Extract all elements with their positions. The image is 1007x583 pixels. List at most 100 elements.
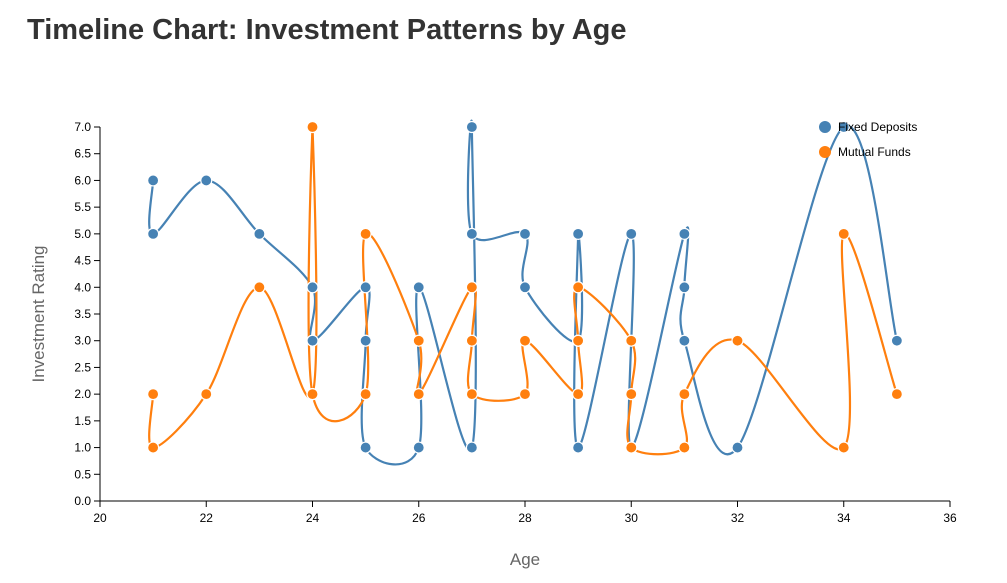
y-tick-label: 5.0 — [74, 227, 91, 241]
data-point[interactable] — [147, 388, 160, 401]
legend-swatch — [819, 121, 831, 133]
x-axis: 20 22 24 26 28 30 32 34 36 — [93, 500, 957, 525]
data-point[interactable] — [306, 334, 319, 347]
x-tick-label: 28 — [518, 511, 532, 525]
x-tick: 36 — [943, 501, 957, 525]
x-tick: 28 — [518, 501, 532, 525]
data-point[interactable] — [465, 227, 478, 240]
x-tick-label: 34 — [837, 511, 851, 525]
data-point[interactable] — [253, 227, 266, 240]
legend-item: Fixed Deposits — [819, 120, 917, 134]
data-point[interactable] — [359, 388, 372, 401]
chart-title: Timeline Chart: Investment Patterns by A… — [27, 14, 627, 46]
y-tick-label: 0.5 — [74, 467, 91, 481]
data-point[interactable] — [200, 388, 213, 401]
x-tick: 24 — [306, 501, 320, 525]
y-tick-label: 0.0 — [74, 494, 91, 508]
x-tick-label: 36 — [943, 511, 957, 525]
y-tick: 7.0 — [74, 120, 100, 134]
y-tick-label: 2.5 — [74, 360, 91, 374]
data-point[interactable] — [359, 334, 372, 347]
data-point[interactable] — [678, 281, 691, 294]
data-point[interactable] — [678, 227, 691, 240]
data-point[interactable] — [465, 334, 478, 347]
data-point[interactable] — [359, 281, 372, 294]
data-point[interactable] — [572, 227, 585, 240]
y-tick-label: 4.0 — [74, 280, 91, 294]
data-point[interactable] — [412, 388, 425, 401]
data-point[interactable] — [465, 281, 478, 294]
data-point[interactable] — [518, 227, 532, 240]
y-tick: 3.5 — [74, 307, 100, 321]
data-point[interactable] — [306, 120, 319, 134]
data-point[interactable] — [147, 227, 160, 240]
data-point[interactable] — [625, 334, 638, 347]
y-tick: 5.5 — [74, 200, 100, 214]
data-point[interactable] — [678, 441, 691, 454]
data-point[interactable] — [465, 388, 478, 401]
y-tick: 3.0 — [74, 334, 100, 348]
data-point[interactable] — [890, 388, 903, 401]
data-point[interactable] — [678, 334, 691, 347]
y-tick-label: 1.5 — [74, 414, 91, 428]
x-axis-label: Age — [510, 550, 540, 569]
data-point[interactable] — [572, 388, 585, 401]
x-tick-label: 24 — [306, 511, 320, 525]
x-tick: 34 — [837, 501, 851, 525]
data-point[interactable] — [678, 388, 691, 401]
y-tick-label: 5.5 — [74, 200, 91, 214]
data-point[interactable] — [147, 174, 160, 187]
data-point[interactable] — [147, 441, 160, 454]
x-tick: 32 — [731, 501, 744, 525]
data-point[interactable] — [253, 281, 266, 294]
y-tick: 6.5 — [74, 147, 100, 161]
y-tick: 4.5 — [74, 254, 100, 268]
data-point[interactable] — [625, 388, 638, 401]
data-point[interactable] — [412, 441, 425, 454]
data-point[interactable] — [890, 334, 903, 347]
x-tick: 20 — [93, 501, 107, 525]
data-point[interactable] — [572, 334, 585, 347]
data-point[interactable] — [412, 334, 425, 347]
data-point[interactable] — [731, 441, 744, 454]
data-point[interactable] — [731, 334, 744, 347]
y-tick: 2.0 — [74, 387, 100, 401]
data-point[interactable] — [518, 388, 532, 401]
y-tick: 0.5 — [74, 467, 100, 481]
data-point[interactable] — [359, 227, 372, 240]
series-points — [147, 120, 903, 454]
data-point[interactable] — [837, 227, 850, 240]
x-tick-label: 20 — [93, 511, 107, 525]
y-tick-label: 3.0 — [74, 334, 91, 348]
data-point[interactable] — [518, 334, 532, 347]
data-point[interactable] — [200, 174, 213, 187]
data-point[interactable] — [359, 441, 372, 454]
legend-label: Mutual Funds — [838, 145, 911, 159]
x-tick-label: 22 — [200, 511, 214, 525]
y-tick: 1.5 — [74, 414, 100, 428]
data-point[interactable] — [465, 441, 478, 454]
x-tick: 26 — [412, 501, 426, 525]
data-point[interactable] — [625, 227, 638, 240]
x-tick: 22 — [200, 501, 214, 525]
data-point[interactable] — [625, 441, 638, 454]
data-point[interactable] — [412, 281, 425, 294]
data-point[interactable] — [837, 441, 850, 454]
y-tick: 1.0 — [74, 441, 100, 455]
y-tick-label: 6.5 — [74, 147, 91, 161]
data-point[interactable] — [465, 120, 478, 134]
data-point[interactable] — [837, 120, 850, 134]
data-point[interactable] — [572, 281, 585, 294]
series-line-2 — [148, 126, 898, 456]
x-tick-label: 30 — [625, 511, 639, 525]
y-tick-label: 3.5 — [74, 307, 91, 321]
legend-label: Fixed Deposits — [838, 120, 917, 134]
y-axis-label: Investment Rating — [29, 245, 48, 382]
data-point[interactable] — [306, 281, 319, 294]
data-point[interactable] — [572, 441, 585, 454]
data-point[interactable] — [518, 281, 532, 294]
data-point[interactable] — [306, 388, 319, 401]
legend-swatch — [819, 146, 831, 158]
x-tick-label: 26 — [412, 511, 426, 525]
